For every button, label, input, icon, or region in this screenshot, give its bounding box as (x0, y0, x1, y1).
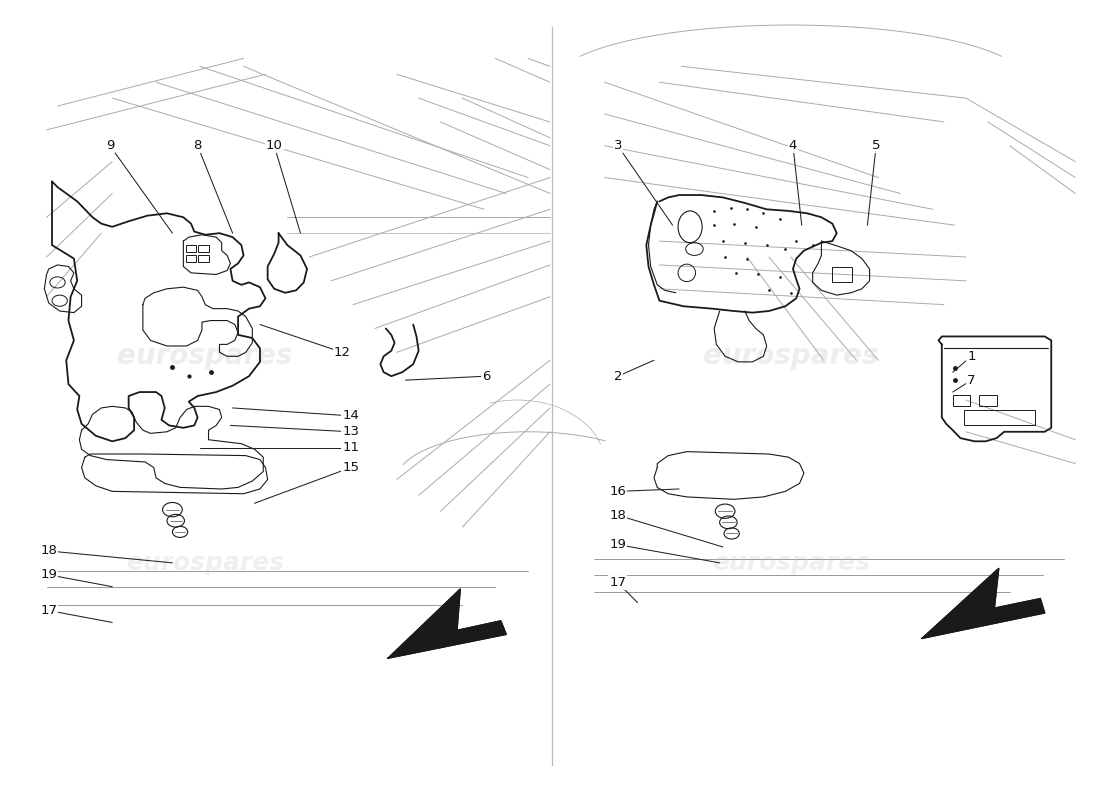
Text: 3: 3 (614, 139, 623, 152)
Text: 12: 12 (333, 346, 351, 359)
Text: eurospares: eurospares (712, 551, 870, 575)
Text: 18: 18 (41, 545, 57, 558)
Text: eurospares: eurospares (703, 342, 879, 370)
Text: 19: 19 (609, 538, 626, 551)
Text: 16: 16 (609, 485, 626, 498)
Text: 14: 14 (342, 410, 360, 422)
Text: 2: 2 (614, 370, 623, 382)
Bar (186, 245, 197, 252)
Polygon shape (922, 569, 1045, 638)
Text: 1: 1 (967, 350, 976, 363)
Text: 9: 9 (106, 139, 114, 152)
Text: 10: 10 (266, 139, 283, 152)
Text: 13: 13 (342, 426, 360, 438)
Bar (964, 410, 1035, 426)
Text: 6: 6 (482, 370, 491, 382)
Text: eurospares: eurospares (118, 342, 293, 370)
Text: 19: 19 (41, 568, 57, 582)
Text: 17: 17 (41, 604, 57, 617)
Bar (833, 266, 853, 282)
Text: 8: 8 (194, 139, 201, 152)
Text: eurospares: eurospares (126, 551, 284, 575)
Polygon shape (388, 589, 506, 658)
Bar (953, 395, 970, 406)
Bar (198, 245, 209, 252)
Text: 4: 4 (789, 139, 797, 152)
Bar (979, 395, 997, 406)
Bar (186, 254, 197, 262)
Text: 11: 11 (342, 441, 360, 454)
Text: 17: 17 (609, 576, 626, 590)
Text: 18: 18 (609, 509, 626, 522)
Text: 7: 7 (967, 374, 976, 386)
Text: 15: 15 (342, 461, 360, 474)
Bar (198, 254, 209, 262)
Text: 5: 5 (872, 139, 880, 152)
